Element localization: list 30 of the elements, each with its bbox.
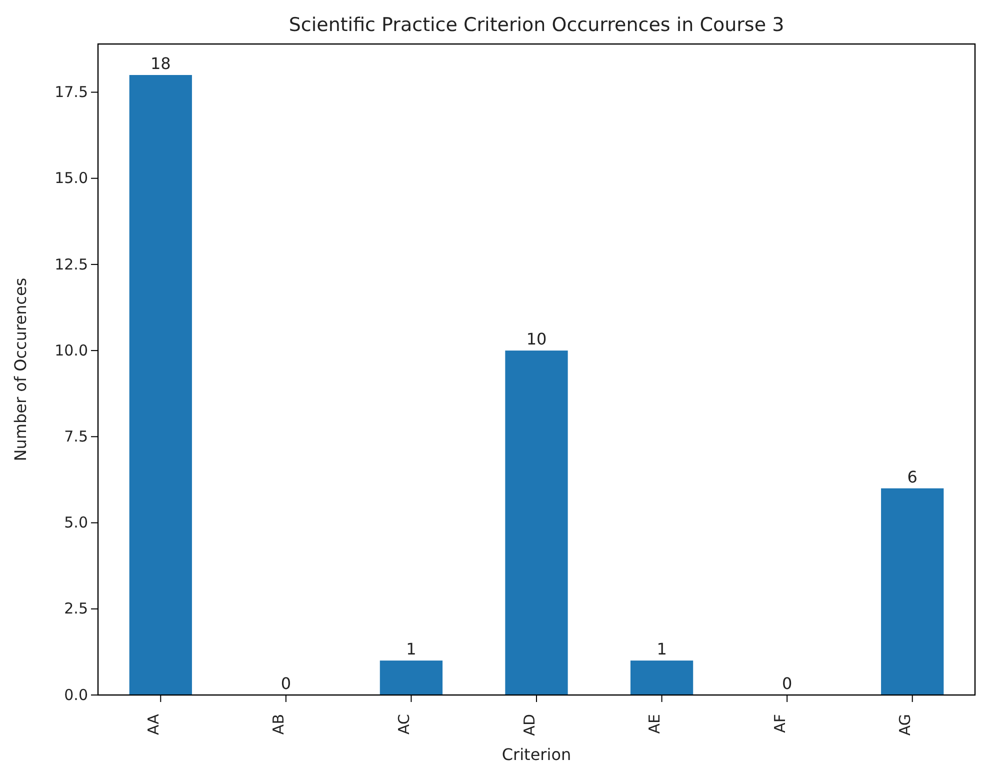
x-tick-label: AD xyxy=(520,714,538,736)
bar xyxy=(881,488,944,695)
data-label: 18 xyxy=(150,54,171,73)
bar xyxy=(380,660,443,695)
data-label: 10 xyxy=(526,330,547,349)
y-tick-label: 2.5 xyxy=(64,600,88,618)
data-label: 0 xyxy=(782,674,792,693)
y-tick-label: 12.5 xyxy=(54,255,88,274)
bar xyxy=(630,660,694,695)
y-tick-label: 0.0 xyxy=(64,686,88,704)
y-tick-label: 10.0 xyxy=(54,341,88,360)
data-label: 6 xyxy=(907,467,918,486)
y-tick-label: 5.0 xyxy=(64,514,88,532)
chart-title: Scientific Practice Criterion Occurrences in Course 3 xyxy=(288,14,784,36)
data-label: 1 xyxy=(656,640,667,659)
x-tick-label: AC xyxy=(394,714,413,734)
x-axis-title: Criterion xyxy=(502,745,572,764)
bar xyxy=(129,75,192,695)
y-tick-label: 15.0 xyxy=(54,169,88,188)
y-tick-label: 17.5 xyxy=(54,83,88,102)
x-tick-label: AF xyxy=(770,714,789,733)
y-axis-title: Number of Occurences xyxy=(11,278,30,462)
data-label: 0 xyxy=(280,674,292,693)
data-label: 1 xyxy=(406,640,416,659)
x-tick-label: AB xyxy=(270,714,288,735)
x-tick-label: AG xyxy=(896,714,914,736)
y-tick-label: 7.5 xyxy=(64,427,88,446)
x-tick-label: AE xyxy=(646,714,664,734)
x-tick-label: AA xyxy=(144,713,162,735)
bar xyxy=(505,350,568,695)
